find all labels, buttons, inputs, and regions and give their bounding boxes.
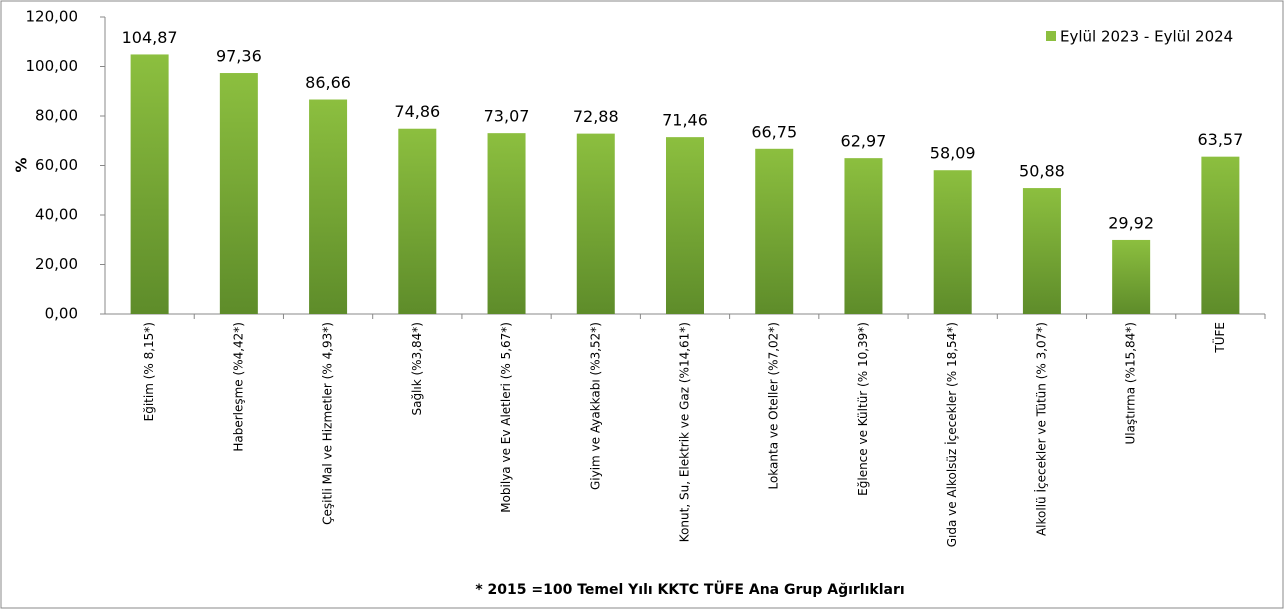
y-tick-label: 60,00 [35, 156, 78, 174]
bar [487, 133, 526, 314]
x-tick-label: Eğlence ve Kültür (% 10,39*) [856, 322, 870, 496]
value-label: 50,88 [1019, 162, 1065, 181]
bar [576, 133, 615, 314]
y-tick-label: 100,00 [26, 57, 79, 75]
x-tick-label: Ulaştırma (%15,84*) [1124, 322, 1138, 444]
value-label: 97,36 [216, 47, 262, 66]
x-tick-label: Konut, Su, Elektrik ve Gaz (%14,61*) [678, 322, 692, 542]
bar [666, 137, 704, 314]
x-tick-label: Giyim ve Ayakkabı (%3,52*) [588, 322, 602, 490]
x-tick-label: Mobilya ve Ev Aletleri (% 5,67*) [499, 322, 513, 513]
bar [219, 73, 258, 314]
bar [130, 54, 169, 315]
value-label: 86,66 [305, 73, 351, 92]
value-label: 71,46 [662, 111, 708, 130]
legend-label: Eylül 2023 - Eylül 2024 [1060, 28, 1233, 46]
x-tick-label: Eğitim (% 8,15*) [142, 322, 156, 421]
value-label: 72,88 [573, 107, 619, 126]
value-label: 29,92 [1108, 213, 1154, 232]
value-label: 73,07 [484, 107, 530, 126]
y-axis-label: % [13, 157, 31, 172]
x-tick-label: TÜFE [1211, 322, 1227, 354]
y-tick-label: 20,00 [35, 255, 78, 273]
x-tick-label: Haberleşme (%4,42*) [231, 322, 245, 452]
legend-swatch [1046, 31, 1056, 41]
bar [398, 128, 437, 314]
bar [933, 170, 972, 314]
value-label: 104,87 [122, 28, 178, 47]
value-label: 66,75 [751, 122, 797, 141]
bar [309, 99, 348, 314]
y-tick-label: 120,00 [26, 8, 79, 26]
y-tick-label: 40,00 [35, 206, 78, 224]
x-tick-label: Alkollü İçecekler ve Tütün (% 3,07*) [1033, 322, 1048, 536]
y-tick-label: 0,00 [45, 305, 78, 323]
value-label: 58,09 [930, 144, 976, 163]
y-tick-label: 80,00 [35, 107, 78, 125]
value-label: 62,97 [841, 132, 887, 151]
footnote: * 2015 =100 Temel Yılı KKTC TÜFE Ana Gru… [475, 580, 904, 598]
value-label: 74,86 [394, 102, 440, 121]
bar [755, 148, 794, 314]
x-tick-label: Lokanta ve Oteller (%7,02*) [767, 322, 781, 490]
bar [1022, 188, 1061, 314]
x-tick-label: Sağlık (%3,84*) [410, 322, 424, 416]
x-tick-label: Gıda ve Alkolsüz İçecekler (% 18,54*) [944, 322, 959, 547]
bar [1201, 156, 1240, 314]
bar [844, 158, 883, 314]
x-tick-label: Çeşitli Mal ve Hizmetler (% 4,93*) [321, 322, 335, 525]
value-label: 63,57 [1197, 130, 1243, 149]
bar [1112, 239, 1151, 314]
